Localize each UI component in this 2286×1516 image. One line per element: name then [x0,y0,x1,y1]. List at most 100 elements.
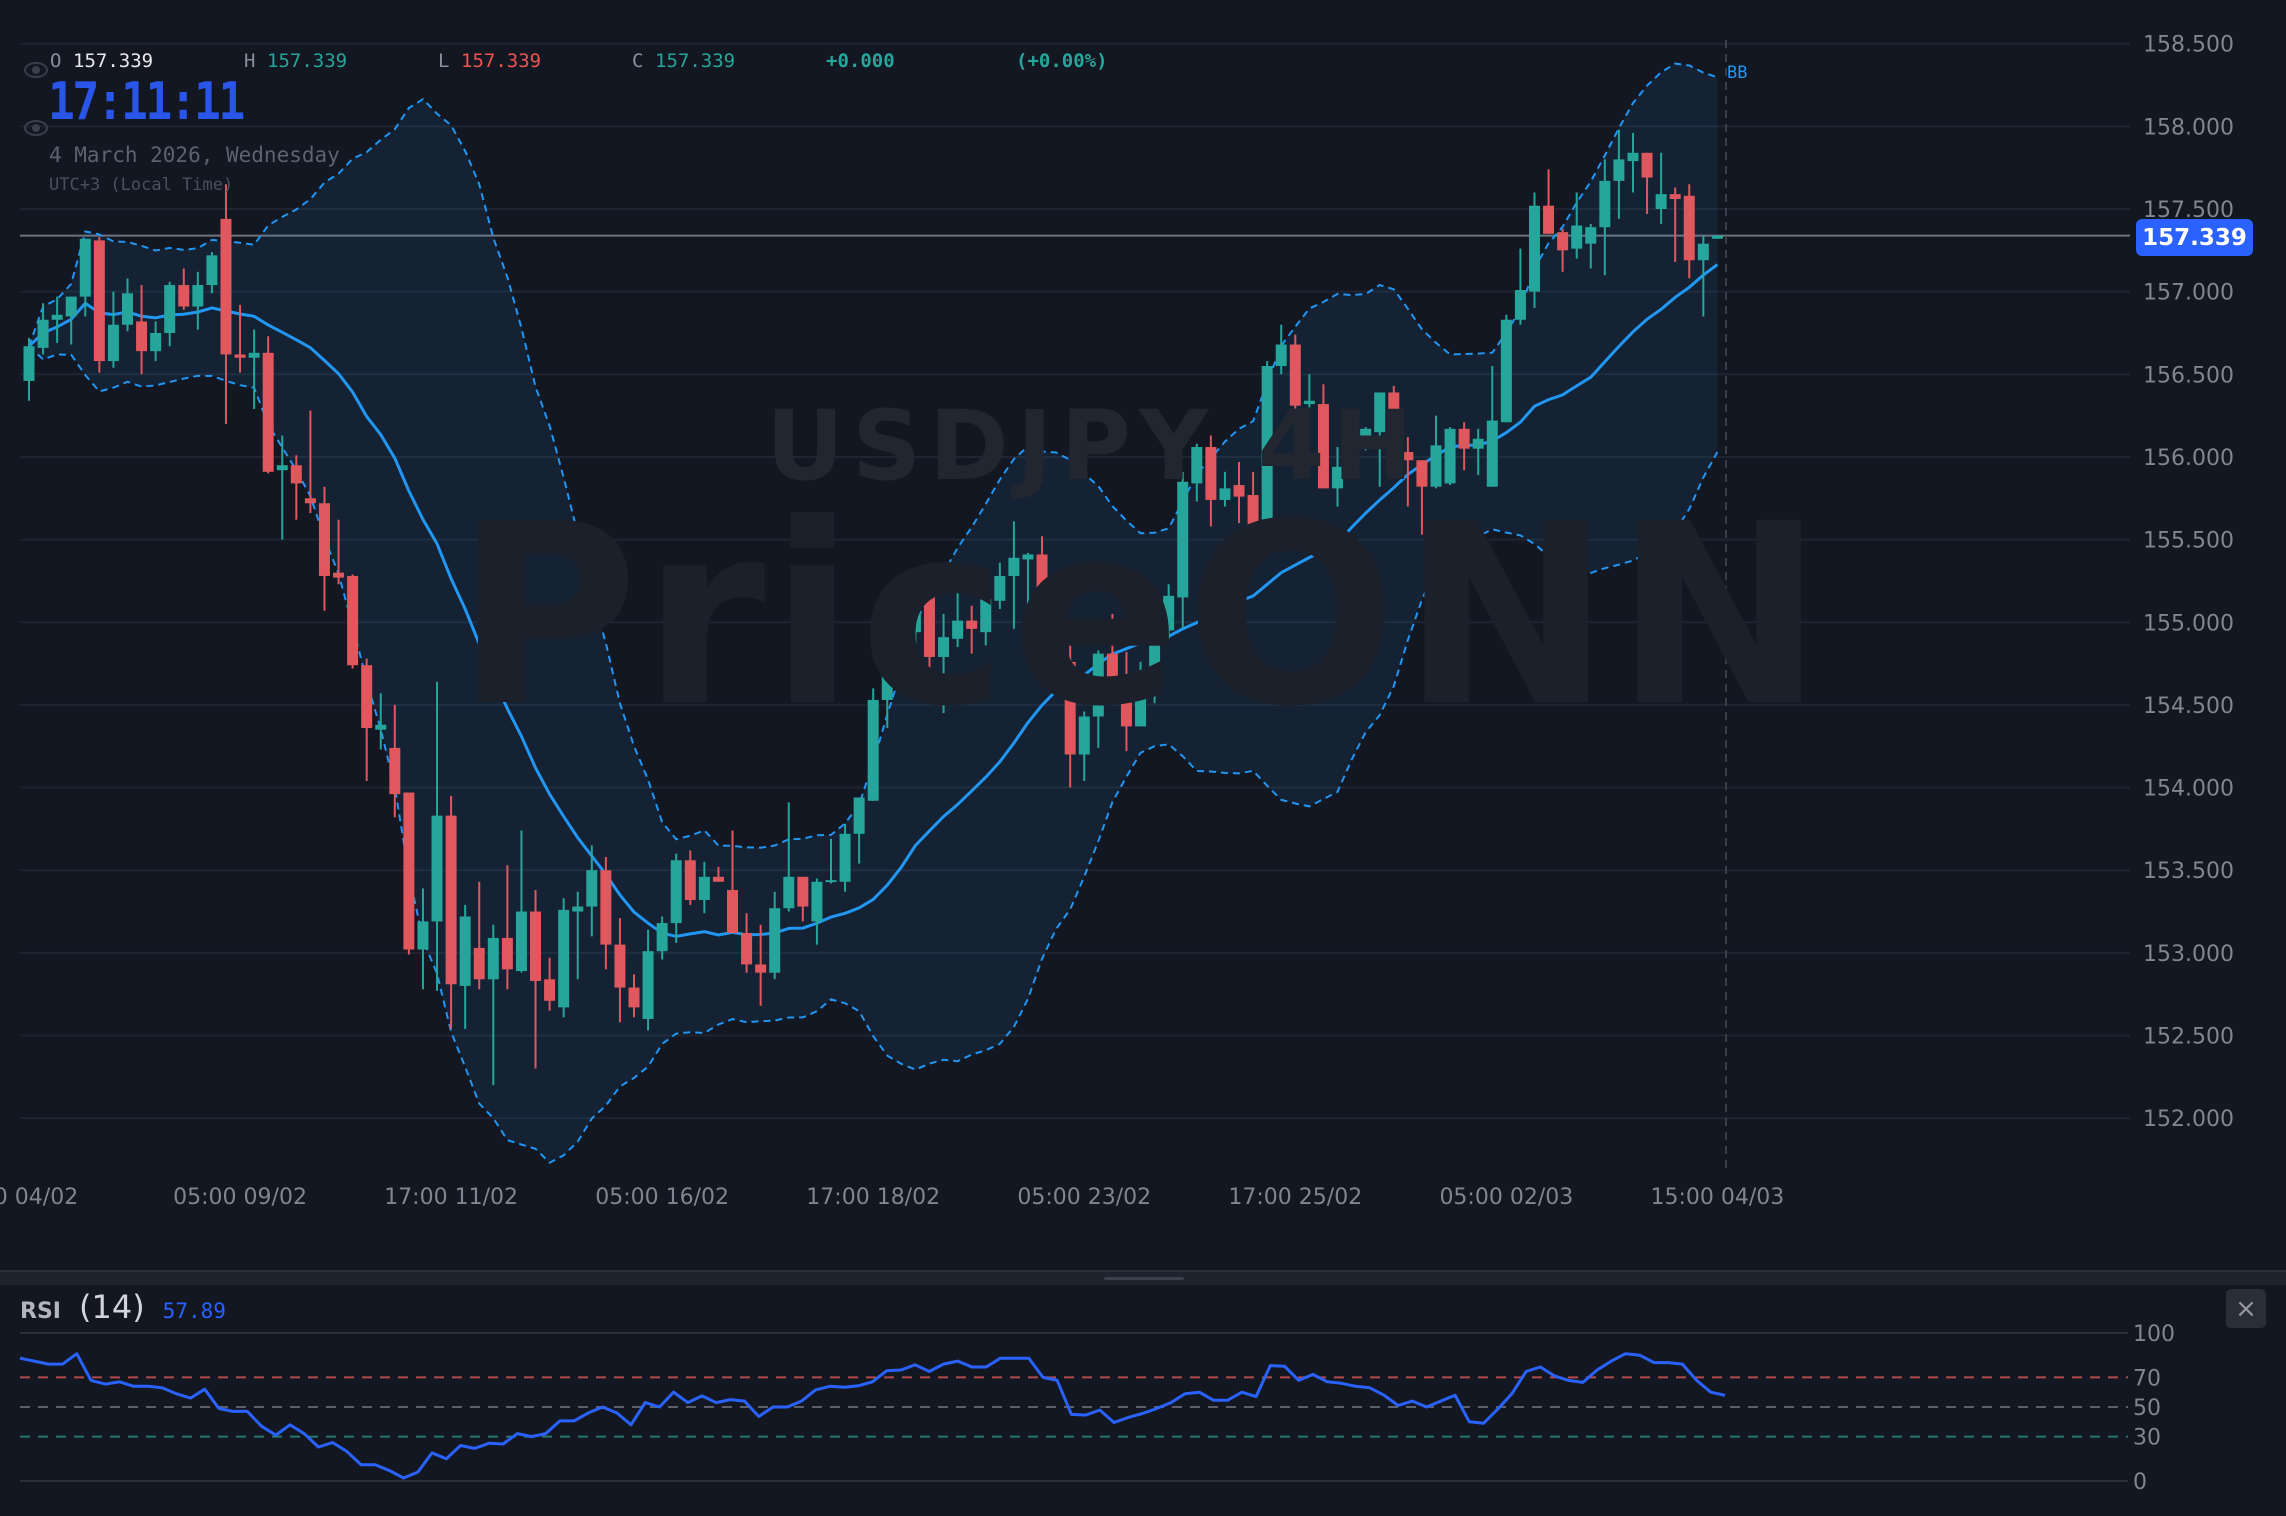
candle-body [544,979,556,1001]
candle [1360,427,1372,451]
candle [318,486,330,611]
candle [1332,447,1344,507]
candle-body [333,572,345,578]
candle [501,865,513,990]
candle-body [1078,716,1090,755]
candle-body [1360,428,1372,446]
candle-body [656,923,668,952]
candle [417,888,429,990]
candle [248,329,260,410]
candle [1219,471,1231,507]
candle-body [1388,392,1400,441]
candle [600,856,612,970]
candle [445,795,457,1029]
candle-body [727,890,738,934]
candle-body [558,909,570,1008]
close-value: 157.339 [655,50,736,72]
low-label: L [438,50,450,72]
candle-body [1458,428,1470,449]
candle-body [1008,557,1020,576]
bb-indicator-label[interactable]: BB [1727,63,1748,83]
candle-body [473,947,485,980]
candle [1275,324,1287,375]
candle [51,296,63,343]
resize-handle[interactable] [1104,1277,1184,1280]
candle [23,337,35,401]
candle-body [1092,653,1104,717]
candle-body [712,876,724,882]
candle-body [389,747,401,795]
candle-body [501,937,513,970]
candle-body [375,724,387,730]
candle-body [1486,420,1498,487]
close-rsi-button[interactable]: × [2226,1289,2266,1328]
candle [1205,435,1217,527]
rsi-header: RSI (14) 57.89 [20,1288,226,1328]
candle [586,845,598,937]
candle-body [403,792,415,950]
candle [121,278,133,332]
eye-icon[interactable] [24,120,48,136]
rsi-tick-label: 100 [2133,1322,2175,1347]
candle-body [136,321,148,352]
candle-body [1500,319,1512,423]
candle-body [1697,243,1709,261]
candle [1444,427,1456,486]
candle-body [1022,554,1034,560]
close-label: C [632,50,644,72]
price-axis[interactable]: 158.500 158.000 157.500 157.000 156.500 156.0… [2143,33,2234,1132]
candle-body [966,620,978,629]
candle-body [1402,451,1414,461]
candle-body [487,937,499,980]
time-tick-label: 05:00 09/02 [173,1185,307,1210]
candle-body [825,880,837,883]
candle [1430,415,1442,489]
candle [515,830,527,973]
candle-body [1585,227,1597,244]
candle-body [1599,180,1611,228]
candle [938,613,950,714]
candle-body [417,921,429,950]
candle [220,184,232,424]
candle [811,878,823,945]
candle-body [769,908,781,973]
open-label: O [50,50,62,72]
candle [403,792,415,955]
candle [1697,235,1709,317]
candle [473,881,485,990]
candle-body [755,964,767,973]
candle-body [1669,194,1681,200]
candle [741,913,753,973]
candle-body [1050,618,1062,628]
candle [1514,248,1526,325]
time-axis[interactable]: 00 04/02 05:00 09/02 17:00 11/02 05:00 16/0… [0,1185,1784,1210]
candle-body [304,498,316,504]
clock-time: 17:11:11 [48,72,245,132]
eye-icon[interactable] [24,62,48,78]
pane-divider[interactable] [0,1270,2286,1285]
candle-body [867,699,879,801]
candle [909,569,921,667]
candle [1149,622,1161,704]
candle-body [1416,460,1428,487]
price-tick-label: 153.500 [2143,859,2234,884]
price-tick-label: 152.500 [2143,1025,2234,1050]
candle-body [853,797,865,834]
candle [712,866,724,882]
rsi-tick-label: 30 [2133,1426,2161,1451]
candle-body [1135,683,1147,727]
candle [1191,443,1203,502]
candle [1289,334,1301,416]
candle-body [923,572,935,657]
candle [262,336,274,474]
candle-body [192,285,204,307]
candle-body [895,630,907,666]
candle-body [741,933,753,965]
candle-body [684,860,696,900]
candles [23,129,1723,1086]
candle-body [783,876,795,909]
candle-body [1191,447,1203,484]
candle-body [515,911,527,972]
candle [1008,521,1020,629]
